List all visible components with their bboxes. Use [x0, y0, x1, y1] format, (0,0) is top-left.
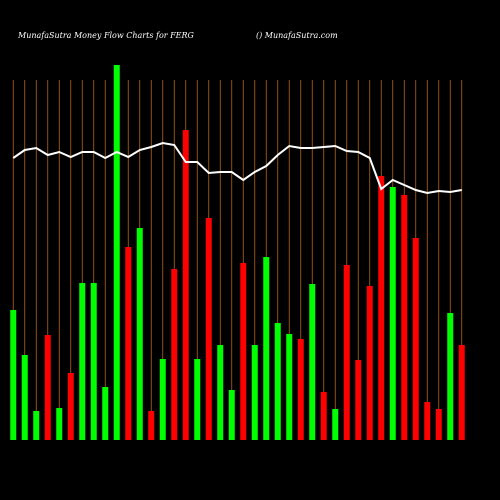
bar: [332, 409, 339, 440]
bar: [228, 390, 235, 440]
money-flow-line: [12, 141, 462, 195]
bar: [274, 323, 281, 440]
bar: [320, 392, 327, 440]
bar: [401, 195, 408, 440]
bar: [389, 187, 396, 440]
bar: [424, 402, 431, 440]
bar: [113, 65, 120, 440]
bar: [297, 339, 304, 440]
bar: [90, 283, 97, 440]
bar: [159, 359, 166, 440]
bar: [286, 334, 293, 440]
bar: [171, 269, 178, 440]
bar: [182, 130, 189, 440]
bar: [205, 218, 212, 440]
bar: [435, 409, 442, 440]
bar: [458, 345, 465, 440]
bar: [148, 411, 155, 440]
bar: [355, 360, 362, 440]
bar: [366, 286, 373, 440]
bar: [194, 359, 201, 440]
chart-title: MunafaSutra Money Flow Charts for FERG: [17, 31, 195, 40]
bar: [33, 411, 40, 440]
bar: [309, 284, 316, 440]
bar: [125, 247, 132, 440]
bar: [136, 228, 143, 440]
bar: [67, 373, 74, 440]
chart-subtitle: () MunafaSutra.com: [256, 31, 338, 40]
bar: [102, 387, 109, 440]
bar: [79, 283, 86, 440]
bar: [10, 310, 17, 440]
bar: [412, 238, 419, 440]
bar: [44, 335, 51, 440]
bar: [217, 345, 224, 440]
bar: [378, 176, 385, 440]
bar: [56, 408, 63, 440]
bar: [343, 265, 350, 440]
bar: [447, 313, 454, 440]
bar: [240, 263, 247, 440]
bar: [263, 257, 270, 440]
bar: [251, 345, 258, 440]
bar: [21, 355, 28, 440]
